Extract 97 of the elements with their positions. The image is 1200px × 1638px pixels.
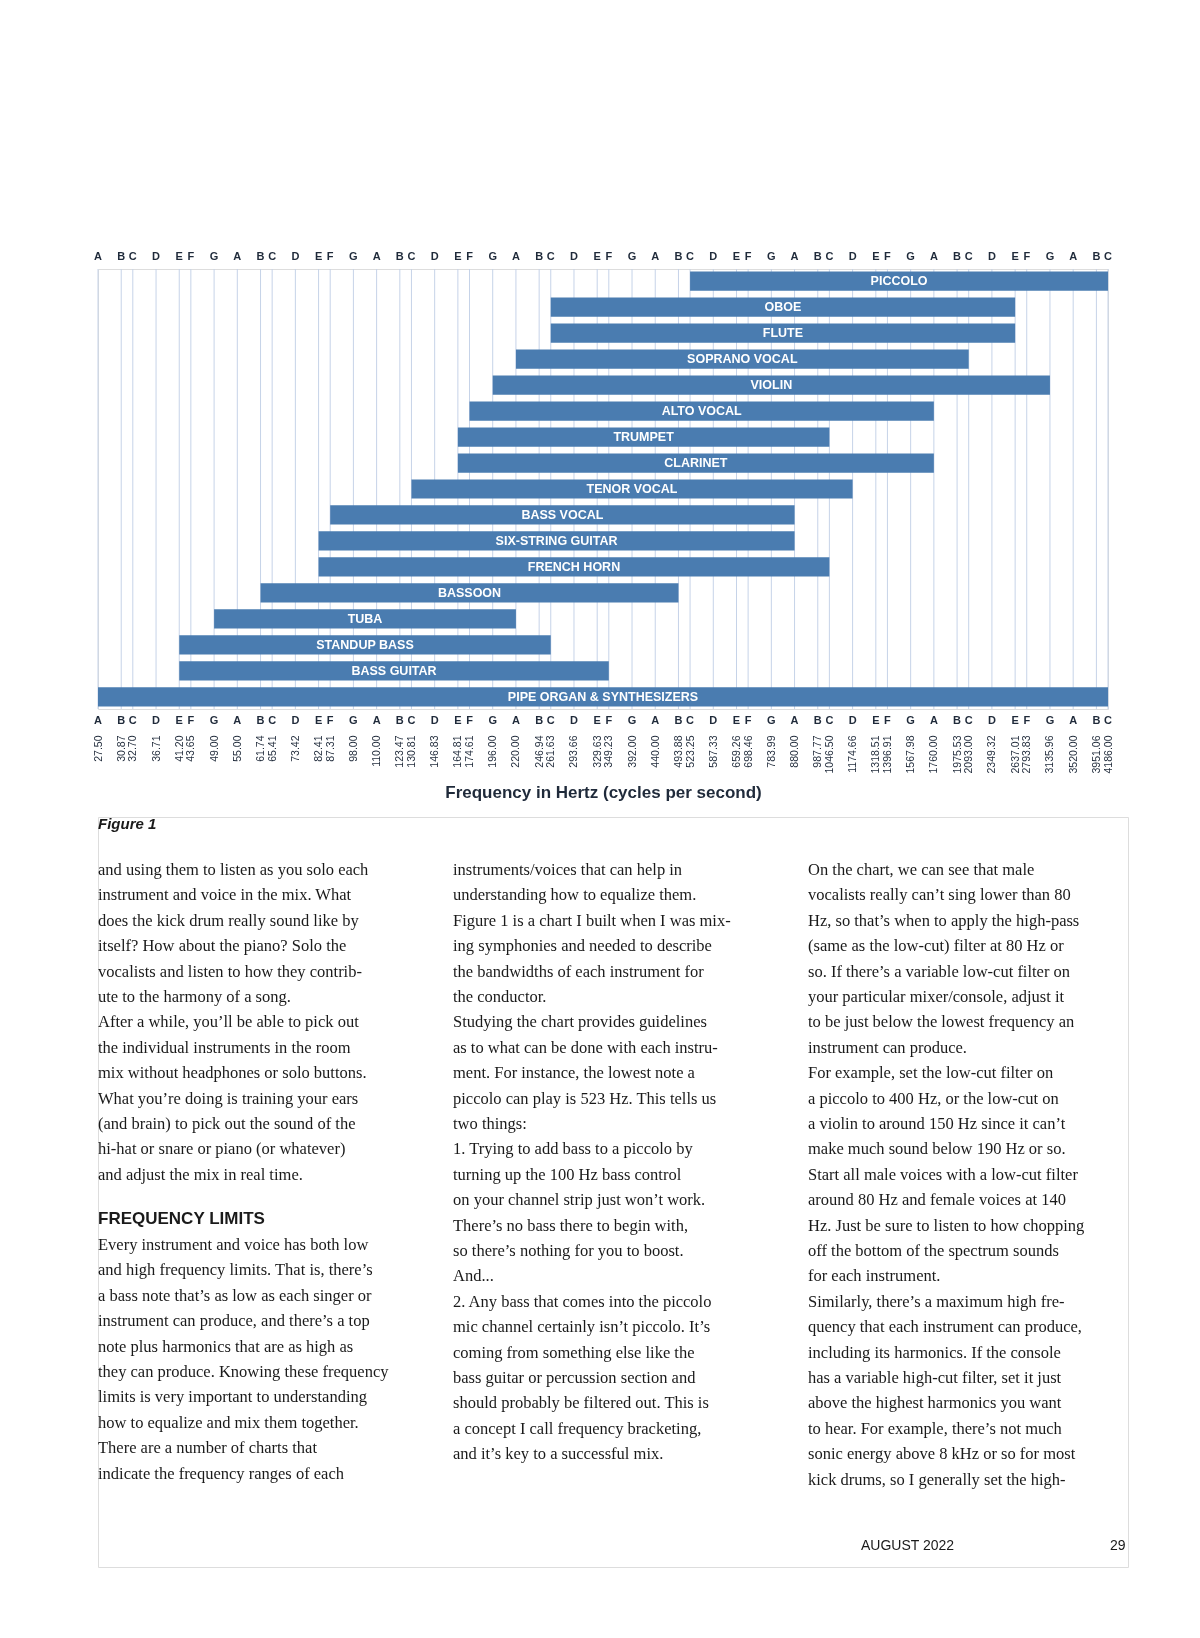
bar (260, 583, 679, 603)
x-tick-label: 2637.01 (1008, 735, 1021, 774)
x-axis-title: Frequency in Hertz (cycles per second) (445, 783, 762, 803)
y-tick-label: TUBA (347, 611, 383, 626)
x-tick-label: 174.61 (462, 735, 475, 768)
x-tick-label: 36.71 (149, 735, 162, 762)
x-tick-label: 880.00 (788, 735, 801, 768)
x-tick-label: 3951.06 (1089, 735, 1102, 774)
y-tick-label: PIPE ORGAN & SYNTHESIZERS (507, 689, 699, 704)
bar (98, 687, 1108, 707)
x-tick-label: 2793.83 (1020, 735, 1033, 774)
x-tick-label: 98.00 (346, 735, 359, 762)
x-tick-label: 61.74 (254, 735, 267, 762)
y-tick-label: CLARINET (664, 456, 728, 471)
text: A B C D E F G A B C D E F G A B C D E F G A B C D E F G A B C D E F G A B C D E F G A B C D E F G A B C (94, 714, 1112, 726)
bar (492, 375, 1050, 395)
y-tick-label: OBOE (764, 300, 802, 315)
x-tick-label: 1760.00 (927, 735, 940, 774)
x-tick-label: 1174.66 (846, 735, 859, 773)
x-tick-label: 1046.50 (822, 735, 835, 774)
y-tick-label: BASSOON (437, 585, 502, 600)
bar (550, 297, 1016, 317)
y-tick-label: VIOLIN (750, 378, 793, 393)
x-tick-label: 65.41 (265, 735, 278, 762)
bar (179, 661, 609, 681)
x-tick-label: 146.83 (428, 735, 441, 768)
x-tick-label: 55.00 (230, 735, 243, 762)
x-tick-label: 329.63 (590, 735, 603, 768)
bar (318, 531, 795, 551)
x-tick-label: 246.94 (532, 735, 545, 768)
y-tick-label: BASS GUITAR (351, 663, 437, 678)
x-tick-label: 523.25 (683, 735, 696, 768)
text: A B C D E F G A B C D E F G A B C D E F G A B C D E F G A B C D E F G A B C D E F G A B C D E F G A B C (94, 250, 1112, 262)
x-tick-label: 1396.91 (880, 735, 893, 774)
x-tick-label: 1318.51 (869, 735, 882, 774)
bar (179, 635, 551, 655)
x-tick-label: 293.66 (567, 735, 580, 768)
x-tick-label: 49.00 (207, 735, 220, 762)
text: 29 (1110, 1537, 1126, 1553)
x-tick-label: 164.81 (451, 735, 464, 768)
x-tick-label: 2349.32 (985, 735, 998, 774)
x-tick-label: 2093.00 (962, 735, 975, 774)
x-tick-label: 440.00 (648, 735, 661, 768)
x-tick-label: 392.00 (625, 735, 638, 768)
y-tick-label: SOPRANO VOCAL (687, 352, 798, 367)
x-tick-label: 130.81 (404, 735, 417, 768)
y-tick-label: SIX-STRING GUITAR (495, 533, 618, 548)
x-tick-label: 32.70 (126, 735, 139, 762)
bar (469, 401, 934, 421)
x-tick-label: 41.20 (172, 735, 185, 762)
y-tick-label: PICCOLO (870, 274, 928, 289)
x-tick-label: 110.00 (370, 735, 383, 767)
x-tick-label: 587.33 (706, 735, 719, 768)
bar (214, 609, 516, 629)
x-tick-label: 196.00 (486, 735, 499, 768)
x-tick-label: 987.77 (811, 735, 824, 768)
text: Every instrument and voice has both low and high frequency limits. That is, there’s a bass note that’s as low as each singer or instrument can produce, and there’s a top note plus harmonics that are as high as they can produce. Knowing these frequency limits is very important to understanding how to equalize and mix them together. There are a number of charts that indicate the frequency ranges of each (98, 1235, 389, 1483)
x-tick-label: 493.88 (671, 735, 684, 768)
bar (457, 427, 830, 447)
text: AUGUST 2022 (861, 1537, 955, 1553)
x-tick-label: 3135.96 (1043, 735, 1056, 774)
bar (457, 453, 934, 473)
x-tick-label: 4186.00 (1101, 735, 1114, 774)
text: instruments/voices that can help in understanding how to equalize them. Figure 1 is a chart I built when I was mix- ing symphonies and needed to describe the bandwidths of each instrument for the conductor. Studying the chart provides guidelines as to what can be done with each instru- ment. For instance, the lowest note a piccolo can play is 523 Hz. This tells us two things: 1. Trying to add bass to a piccolo by turning up the 100 Hz bass control on your channel strip just won’t work. There’s no bass there to begin with, so there’s nothing for you to boost. And... 2. Any bass that comes into the piccolo mic channel certainly isn’t piccolo. It’s coming from something else like the bass guitar or percussion section and should probably be filtered out. This is a concept I call frequency bracketing, and it’s key to a successful mix. (453, 860, 731, 1464)
text: On the chart, we can see that male vocalists really can’t sing lower than 80 Hz, so that’s when to apply the high-pass (same as the low-cut) filter at 80 Hz or so. If there’s a variable low-cut filter on your particular mixer/console, adjust it to be just below the lowest frequency an instrument can produce. For example, set the low-cut filter on a piccolo to 400 Hz, or the low-cut on a violin to around 150 Hz since it can’t make much sound below 190 Hz or so. Start all male voices with a low-cut filter around 80 Hz and female voices at 140 Hz. Just be sure to listen to how chopping off the bottom of the spectrum sounds for each instrument. Similarly, there’s a maximum high fre- quency that each instrument can produce, including its harmonics. If the console has a variable high-cut filter, set it just above the highest harmonics you want to hear. For example, there’s not much sonic energy above 8 kHz or so for most kick drums, so I generally set the high- (808, 860, 1085, 1489)
x-tick-label: 1975.53 (950, 735, 963, 774)
x-tick-label: 30.87 (114, 735, 127, 762)
x-tick-label: 1567.98 (904, 735, 917, 774)
x-tick-label: 43.65 (184, 735, 197, 762)
text: and using them to listen as you solo each instrument and voice in the mix. What does the kick drum really sound like by itself? How about the piano? Solo the vocalists and listen to how they contrib- ute to the harmony of a song. After a while, you’ll be able to pick out the individual instruments in the room mix without headphones or solo buttons. What you’re doing is training your ears (and brain) to pick out the sound of the hi-hat or snare or piano (or whatever) and adjust the mix in real time. (98, 860, 369, 1184)
x-tick-label: 123.47 (393, 735, 406, 768)
x-tick-label: 659.26 (730, 735, 743, 768)
x-tick-label: 82.41 (312, 735, 325, 762)
y-tick-label: FLUTE (762, 326, 804, 341)
x-tick-label: 73.42 (288, 735, 301, 762)
x-tick-label: 349.23 (602, 735, 615, 768)
x-tick-label: 261.63 (544, 735, 557, 768)
bar (515, 349, 969, 369)
text: FREQUENCY LIMITS (98, 1209, 265, 1228)
bar (330, 505, 795, 525)
x-tick-label: 87.31 (323, 735, 336, 762)
y-tick-label: STANDUP BASS (316, 637, 414, 652)
y-tick-label: BASS VOCAL (521, 507, 604, 522)
bar (690, 271, 1108, 291)
bar (411, 479, 853, 499)
y-tick-label: TENOR VOCAL (586, 482, 678, 496)
x-tick-label: 783.99 (764, 735, 777, 768)
y-tick-label: TRUMPET (613, 430, 675, 445)
caption: Figure 1 (98, 815, 157, 832)
x-tick-label: 3520.00 (1066, 735, 1079, 774)
bar (550, 323, 1016, 343)
y-tick-label: FRENCH HORN (527, 559, 621, 574)
x-tick-label: 220.00 (509, 735, 522, 768)
bar (318, 557, 830, 577)
x-tick-label: 698.46 (741, 735, 754, 768)
y-tick-label: ALTO VOCAL (661, 404, 743, 419)
x-tick-label: 27.50 (91, 735, 104, 762)
